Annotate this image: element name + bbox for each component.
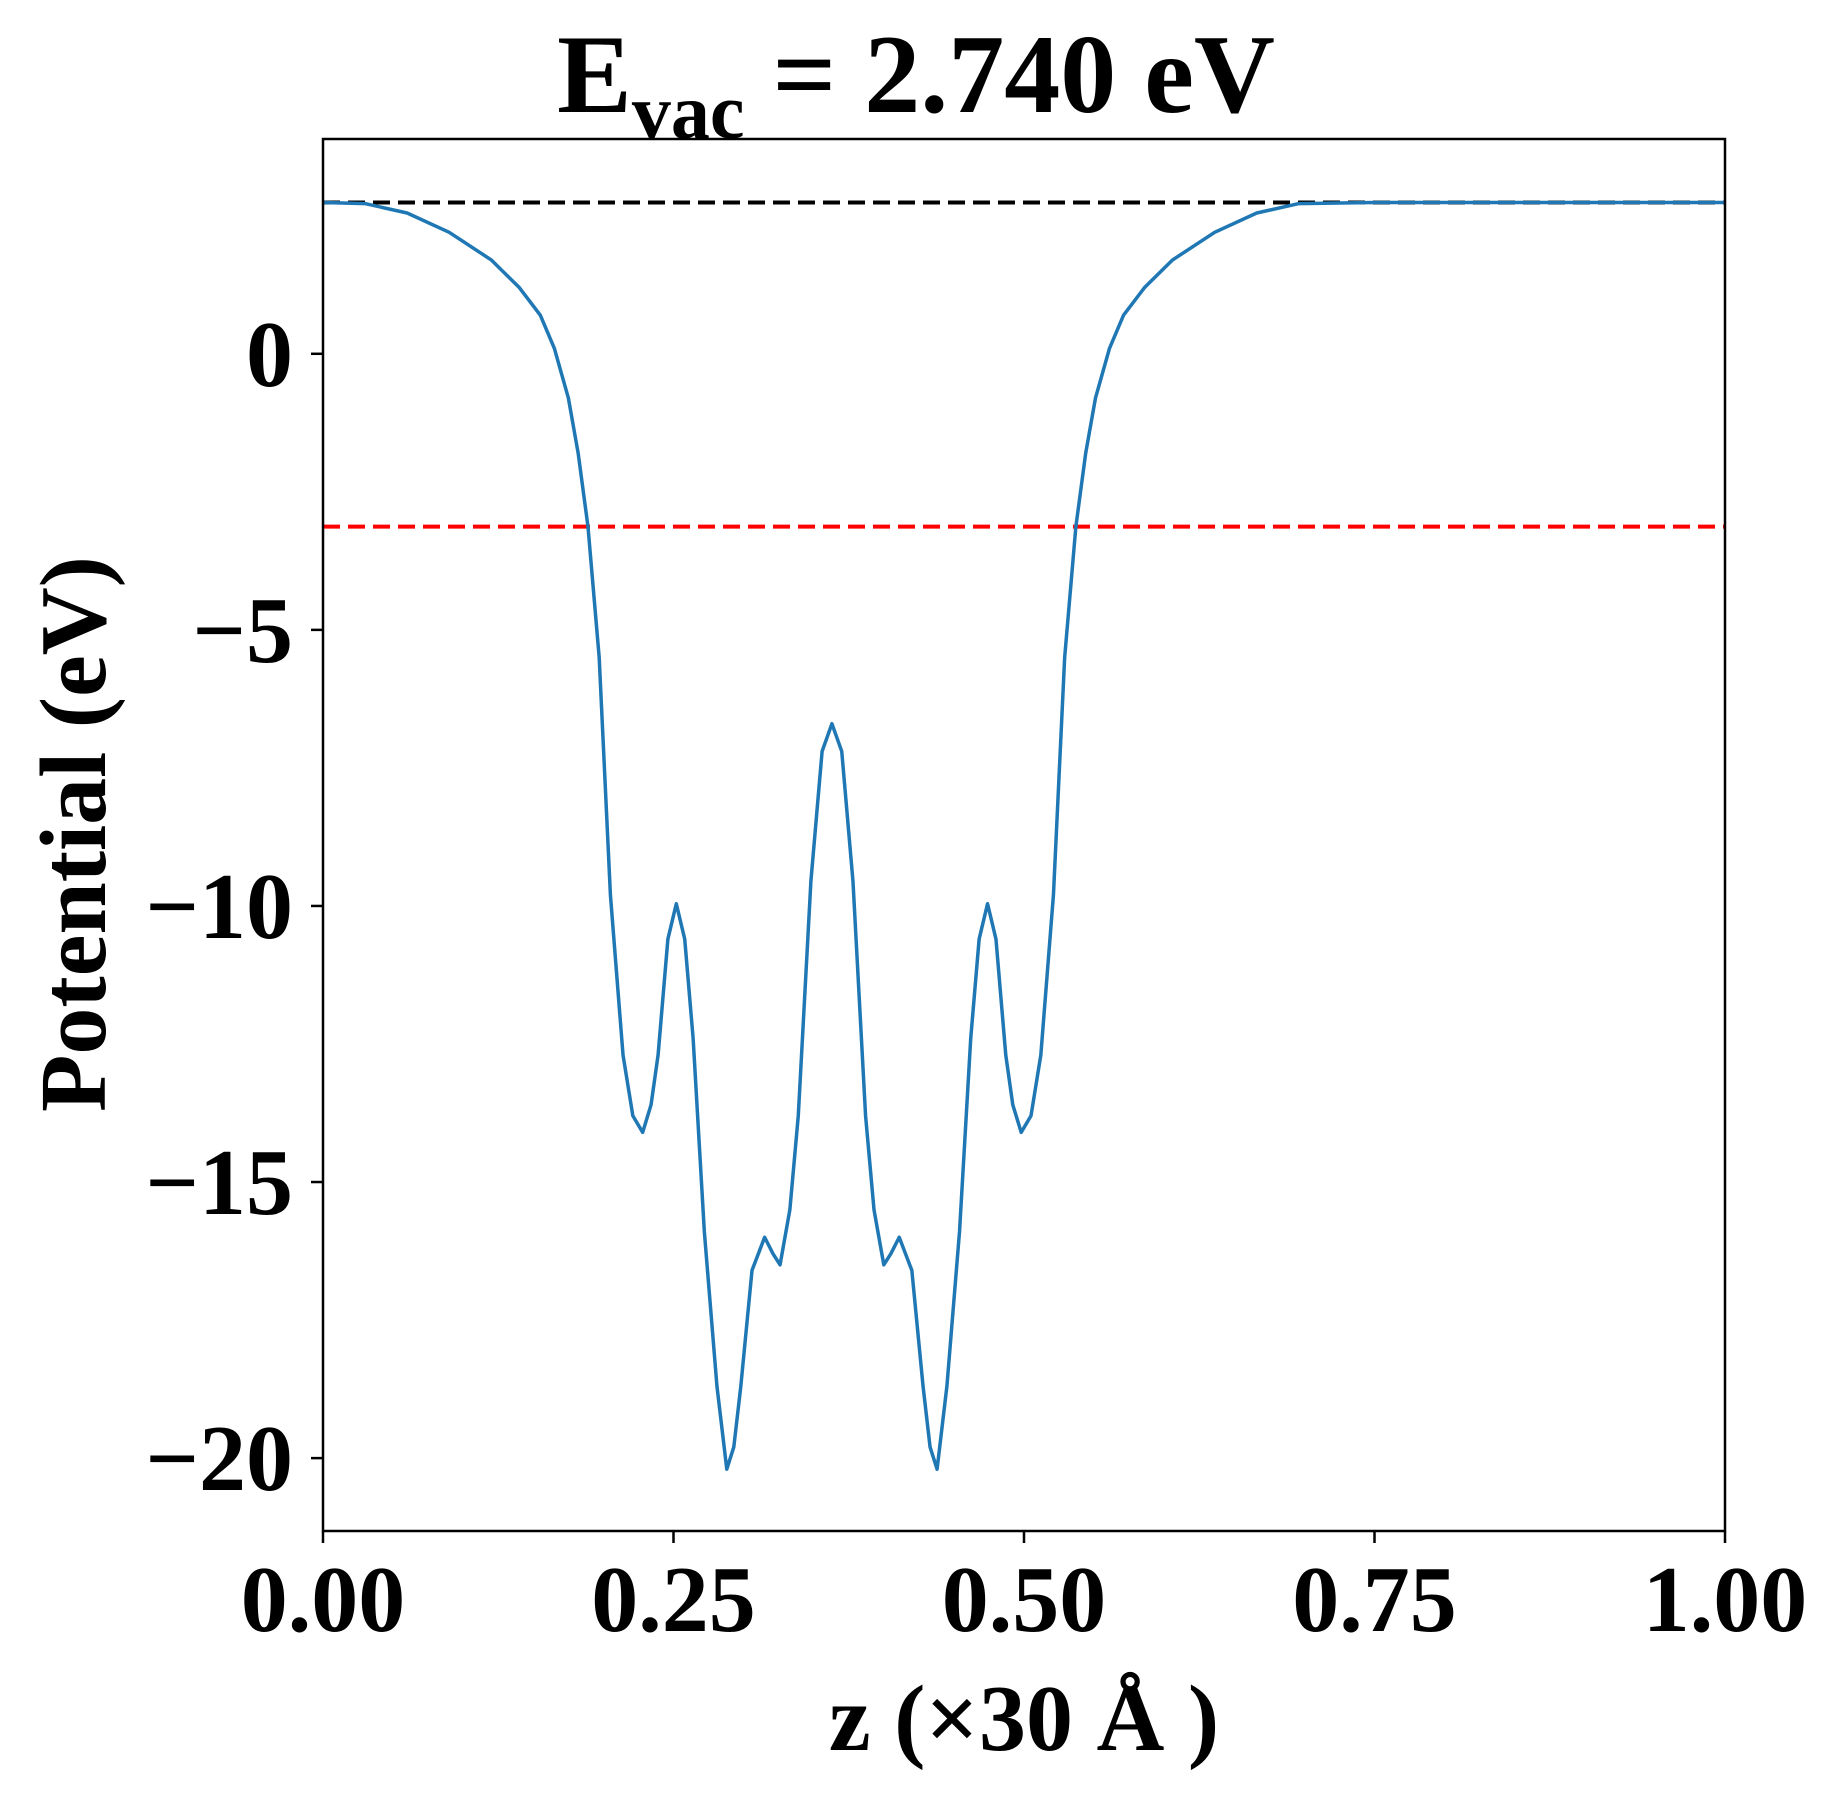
y-tick-label: −5 <box>192 579 293 683</box>
title-rest: = 2.740 eV <box>744 13 1274 137</box>
y-tick-label: 0 <box>246 303 293 407</box>
data-line <box>322 200 1725 1471</box>
y-tick-label: −15 <box>145 1131 293 1235</box>
x-tick-label: 0.75 <box>1292 1548 1457 1652</box>
x-axis-label: z (×30 Å ) <box>829 1667 1219 1771</box>
plot-frame <box>321 137 1727 1533</box>
title-sub: vac <box>632 68 745 155</box>
title-main: E <box>557 13 632 137</box>
x-tick-label: 1.00 <box>1643 1548 1808 1652</box>
y-tick-label: −10 <box>145 855 293 959</box>
x-tick-label: 0.00 <box>241 1548 406 1652</box>
y-tick-label: −20 <box>145 1407 293 1511</box>
x-tick-label: 0.25 <box>591 1548 756 1652</box>
x-tick-label: 0.50 <box>942 1548 1107 1652</box>
chart-title: Evac = 2.740 eV <box>557 13 1275 155</box>
y-axis-label: Potential (eV) <box>22 556 126 1112</box>
